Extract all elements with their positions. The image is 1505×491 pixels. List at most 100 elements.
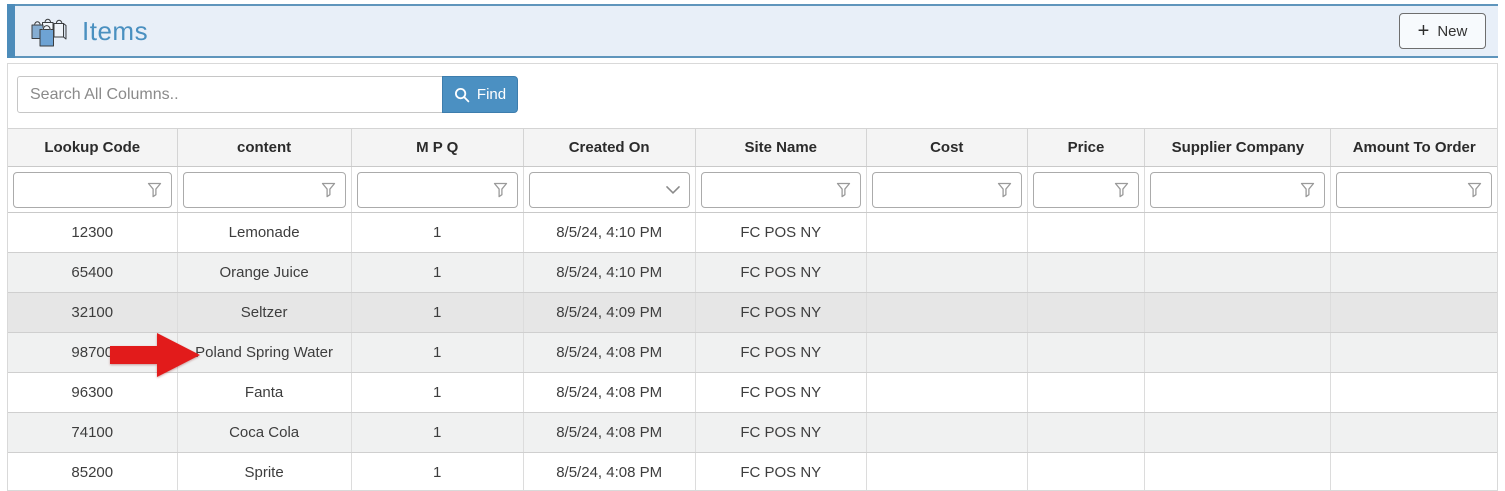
column-header-site_name[interactable]: Site Name [694, 128, 867, 167]
cell-site_name: FC POS NY [694, 252, 867, 293]
find-button[interactable]: Find [442, 76, 518, 113]
column-header-amount_to_order[interactable]: Amount To Order [1330, 128, 1497, 167]
funnel-icon[interactable] [997, 182, 1012, 198]
table-row[interactable]: 32100 Seltzer 1 8/5/24, 4:09 PM FC POS NY [8, 292, 1497, 333]
table-row[interactable]: 12300 Lemonade 1 8/5/24, 4:10 PM FC POS NY [8, 212, 1497, 253]
cell-price [1026, 292, 1145, 333]
funnel-icon[interactable] [1300, 182, 1315, 198]
column-header-price[interactable]: Price [1026, 128, 1145, 167]
column-header-row: Lookup Code content M P Q Created On Site Na… [8, 128, 1497, 167]
cell-amount_to_order [1330, 212, 1497, 253]
cell-lookup_code: 85200 [8, 452, 177, 490]
titlebar-accent [7, 4, 15, 58]
column-header-mpq[interactable]: M P Q [350, 128, 524, 167]
cell-lookup_code: 74100 [8, 412, 177, 453]
cell-cost [865, 212, 1028, 253]
column-header-created_on[interactable]: Created On [522, 128, 696, 167]
funnel-icon[interactable] [1467, 182, 1482, 198]
table-row[interactable]: 65400 Orange Juice 1 8/5/24, 4:10 PM FC POS … [8, 252, 1497, 293]
cell-cost [865, 252, 1028, 293]
column-header-cost[interactable]: Cost [865, 128, 1028, 167]
cell-supplier_company [1144, 332, 1331, 373]
cell-lookup_code: 96300 [8, 372, 177, 413]
cell-cost [865, 452, 1028, 490]
cell-price [1026, 252, 1145, 293]
cell-mpq: 1 [350, 332, 524, 373]
cell-amount_to_order [1330, 452, 1497, 490]
cell-content: Lemonade [176, 212, 352, 253]
filter-cell-mpq [350, 166, 578, 213]
cell-mpq: 1 [350, 412, 524, 453]
cell-content: Orange Juice [176, 252, 352, 293]
cell-mpq: 1 [350, 452, 524, 490]
cell-price [1026, 332, 1145, 373]
table-row[interactable]: 74100 Coca Cola 1 8/5/24, 4:08 PM FC POS NY [8, 412, 1497, 453]
filter-cell-lookup_code [8, 166, 234, 213]
cell-amount_to_order [1330, 332, 1497, 373]
items-table: Lookup Code content M P Q Created On Site Na… [8, 128, 1497, 490]
items-bags-icon [30, 16, 67, 47]
cell-lookup_code: 12300 [8, 212, 177, 253]
cell-supplier_company [1144, 412, 1331, 453]
cell-cost [865, 292, 1028, 333]
cell-content: Coca Cola [176, 412, 352, 453]
filter-cell-content [176, 166, 404, 213]
cell-site_name: FC POS NY [694, 452, 867, 490]
filter-cell-price [1026, 166, 1254, 213]
funnel-icon[interactable] [1114, 182, 1129, 198]
cell-cost [865, 332, 1028, 373]
cell-site_name: FC POS NY [694, 212, 867, 253]
cell-mpq: 1 [350, 212, 524, 253]
filter-input-amount_to_order[interactable] [1337, 172, 1497, 207]
cell-created_on: 8/5/24, 4:09 PM [522, 292, 696, 333]
funnel-icon[interactable] [147, 182, 162, 198]
filter-row [8, 166, 1497, 213]
cell-cost [865, 372, 1028, 413]
cell-mpq: 1 [350, 292, 524, 333]
search-bar: Find [8, 64, 1497, 128]
funnel-icon[interactable] [493, 182, 508, 198]
new-button-label: New [1437, 22, 1468, 40]
find-button-label: Find [476, 86, 507, 103]
page-title: Items [82, 15, 149, 46]
cell-content: Fanta [176, 372, 352, 413]
cell-site_name: FC POS NY [694, 372, 867, 413]
new-button[interactable]: + New [1399, 13, 1486, 49]
funnel-icon[interactable] [321, 182, 336, 198]
funnel-icon[interactable] [836, 182, 851, 198]
table-row[interactable]: 96300 Fanta 1 8/5/24, 4:08 PM FC POS NY [8, 372, 1497, 413]
cell-created_on: 8/5/24, 4:10 PM [522, 252, 696, 293]
cell-lookup_code: 65400 [8, 252, 177, 293]
cell-content: Seltzer [176, 292, 352, 333]
filter-cell-amount_to_order [1330, 166, 1497, 213]
filter-cell-supplier_company [1144, 166, 1372, 213]
table-row[interactable]: 85200 Sprite 1 8/5/24, 4:08 PM FC POS NY [8, 452, 1497, 490]
cell-created_on: 8/5/24, 4:08 PM [522, 412, 696, 453]
filter-input-supplier_company[interactable] [1151, 172, 1372, 207]
search-input[interactable] [17, 76, 443, 113]
cell-amount_to_order [1330, 372, 1497, 413]
chevron-down-icon[interactable] [665, 185, 680, 194]
cell-site_name: FC POS NY [694, 412, 867, 453]
cell-lookup_code: 32100 [8, 292, 177, 333]
column-header-content[interactable]: content [176, 128, 352, 167]
cell-supplier_company [1144, 292, 1331, 333]
cell-amount_to_order [1330, 412, 1497, 453]
cell-price [1026, 212, 1145, 253]
filter-cell-created_on [522, 166, 750, 213]
cell-mpq: 1 [350, 252, 524, 293]
filter-cell-site_name [694, 166, 922, 213]
column-header-lookup_code[interactable]: Lookup Code [8, 128, 177, 167]
cell-price [1026, 372, 1145, 413]
table-row[interactable]: 98700 Poland Spring Water 1 8/5/24, 4:08 PM… [8, 332, 1497, 373]
cell-supplier_company [1144, 212, 1331, 253]
cell-lookup_code: 98700 [8, 332, 177, 373]
cell-created_on: 8/5/24, 4:08 PM [522, 372, 696, 413]
cell-amount_to_order [1330, 252, 1497, 293]
column-header-supplier_company[interactable]: Supplier Company [1144, 128, 1331, 167]
titlebar: Items + New [7, 4, 1498, 58]
cell-supplier_company [1144, 252, 1331, 293]
cell-supplier_company [1144, 372, 1331, 413]
cell-price [1026, 452, 1145, 490]
